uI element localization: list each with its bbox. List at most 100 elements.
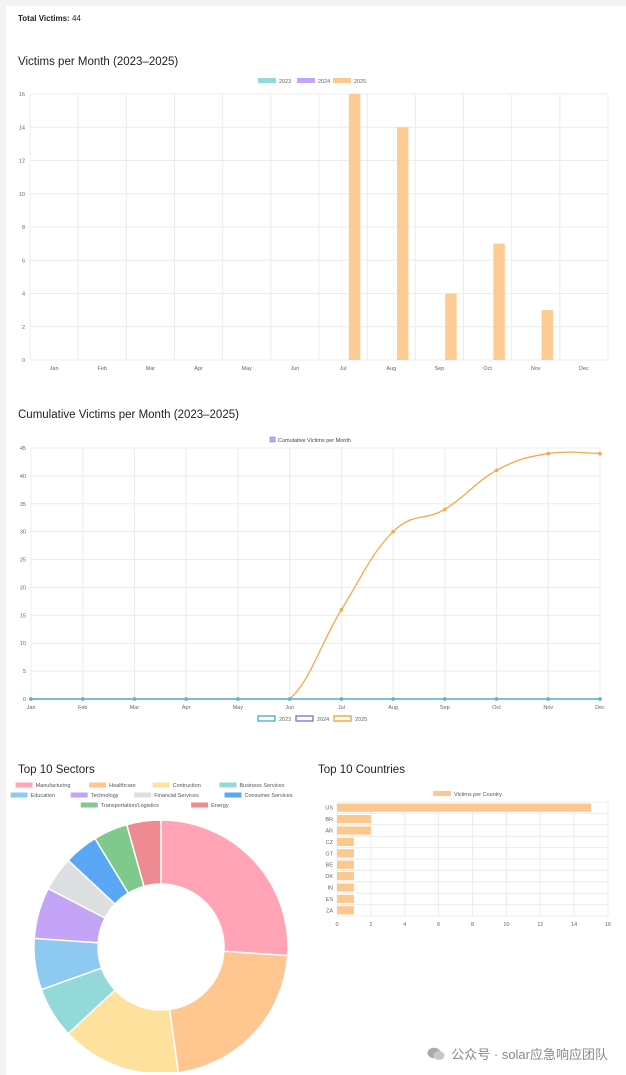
- legend-swatch-5: [70, 792, 88, 798]
- point-2023-Dec: [598, 697, 602, 701]
- watermark: 公众号 · solar应急响应团队: [427, 1044, 608, 1063]
- x-tick-label: Dec: [595, 705, 605, 711]
- y-tick-label: 15: [20, 613, 26, 619]
- cumulative-chart-title: Cumulative Victims per Month (2023–2025): [18, 409, 239, 421]
- x-tick-label: Aug: [386, 366, 396, 372]
- legend-top-label: Cumulative Victims per Month: [278, 438, 351, 444]
- x-tick-label: Jun: [290, 366, 299, 372]
- legend-swatch-4: [10, 792, 28, 798]
- point-2025-Aug: [391, 529, 395, 534]
- y-tick-label: 10: [19, 192, 25, 198]
- bar-US: [337, 803, 592, 812]
- bar-2025-Jul: [348, 94, 361, 360]
- legend-label-7: Consumer Services: [245, 793, 293, 799]
- sectors-doughnut-chart: Manufacturing Healthcare Contruction Busine…: [10, 782, 293, 1072]
- countries-bar-chart: Victims per Country 0 2 4 6 8 10 12 14 16 US BR AR CZ…: [325, 791, 611, 928]
- legend-label: Victims per Country: [454, 792, 502, 798]
- x-tick-label: 14: [571, 922, 577, 928]
- monthly-chart-title: Victims per Month (2023–2025): [18, 56, 179, 68]
- x-tick-label: Nov: [543, 705, 553, 711]
- y-tick-label: GT: [325, 851, 333, 857]
- y-tick-label: 0: [23, 697, 26, 703]
- y-tick-label: 6: [22, 258, 25, 264]
- point-2025-Sep: [443, 507, 447, 512]
- total-victims: Total Victims: 44: [18, 14, 81, 23]
- legend-swatch-0: [15, 782, 33, 788]
- x-tick-label: Dec: [579, 366, 589, 372]
- legend-swatch-1: [89, 782, 107, 788]
- bar-2025-Aug: [397, 127, 409, 360]
- point-2023-Jan: [29, 697, 33, 701]
- y-tick-label: 14: [19, 125, 25, 131]
- y-tick-label: 4: [22, 292, 25, 298]
- x-tick-label: Mar: [146, 366, 156, 372]
- x-tick-label: May: [242, 366, 253, 372]
- x-tick-label: 12: [537, 922, 543, 928]
- y-tick-label: 35: [20, 502, 26, 508]
- x-tick-label: 10: [503, 922, 509, 928]
- x-tick-label: 0: [335, 922, 338, 928]
- x-tick-label: Oct: [492, 705, 501, 711]
- x-tick-label: 16: [605, 922, 611, 928]
- x-tick-label: Sep: [435, 366, 445, 372]
- x-tick-label: Feb: [98, 366, 107, 372]
- y-tick-label: ES: [326, 897, 334, 903]
- legend-label-2025: 2025: [355, 717, 367, 723]
- point-2025-Jul: [339, 607, 344, 612]
- legend-swatch-9: [191, 802, 209, 808]
- point-2023-Apr: [184, 697, 188, 701]
- x-tick-label: Sep: [440, 705, 450, 711]
- x-tick-label: Apr: [194, 366, 203, 372]
- point-2023-Mar: [132, 697, 137, 701]
- y-tick-label: 5: [23, 669, 26, 675]
- legend-swatch-2025: [333, 715, 352, 722]
- legend-swatch-2024: [297, 78, 315, 83]
- bar-CZ: [337, 837, 354, 846]
- watermark-text: 公众号 · solar应急响应团队: [451, 1047, 608, 1062]
- x-tick-label: Oct: [483, 366, 492, 372]
- legend-label-2023: 2023: [279, 717, 291, 723]
- wechat-icon: [427, 1047, 445, 1060]
- bar-GT: [337, 849, 354, 858]
- x-tick-label: Jul: [338, 705, 345, 711]
- y-tick-label: 0: [22, 358, 25, 364]
- point-2023-Oct: [494, 697, 499, 701]
- legend-swatch-2024: [295, 715, 314, 722]
- bar-IN: [337, 883, 354, 892]
- y-tick-label: BE: [326, 863, 334, 869]
- y-tick-label: 16: [19, 92, 25, 98]
- legend-checkbox: [269, 436, 276, 443]
- x-tick-label: 4: [403, 922, 406, 928]
- legend-label-0: Manufacturing: [36, 783, 71, 789]
- point-2025-Dec: [598, 451, 602, 456]
- x-tick-label: Jun: [285, 705, 294, 711]
- y-tick-label: 8: [22, 225, 25, 231]
- legend-label-6: Financial Services: [154, 793, 199, 799]
- x-tick-label: 8: [471, 922, 474, 928]
- legend-swatch-6: [134, 792, 152, 798]
- point-2023-Nov: [546, 697, 551, 701]
- y-tick-label: DK: [325, 874, 333, 880]
- x-tick-label: Jul: [340, 366, 347, 372]
- legend-label-2023: 2023: [279, 79, 291, 85]
- slice-healthcare: [168, 950, 289, 1072]
- legend-label-3: Business Services: [239, 783, 284, 789]
- y-tick-label: ZA: [326, 908, 333, 914]
- point-2023-May: [236, 697, 240, 701]
- bar-DK: [337, 872, 354, 881]
- point-2025-Oct: [494, 468, 499, 473]
- y-tick-label: 20: [20, 585, 26, 591]
- point-2023-Aug: [391, 697, 395, 701]
- y-tick-label: 40: [20, 474, 26, 480]
- point-2025-Nov: [546, 451, 551, 456]
- sectors-chart-title: Top 10 Sectors: [18, 764, 95, 776]
- legend-swatch-2025: [333, 78, 351, 83]
- legend-label-4: Education: [31, 793, 55, 799]
- legend-swatch-3: [219, 782, 237, 788]
- y-tick-label: 2: [22, 325, 25, 331]
- point-2023-Sep: [443, 697, 447, 701]
- legend-swatch-7: [224, 792, 242, 798]
- y-tick-label: AR: [325, 829, 333, 835]
- x-tick-label: 6: [437, 922, 440, 928]
- legend-label-8: Transportation/Logistics: [101, 803, 159, 809]
